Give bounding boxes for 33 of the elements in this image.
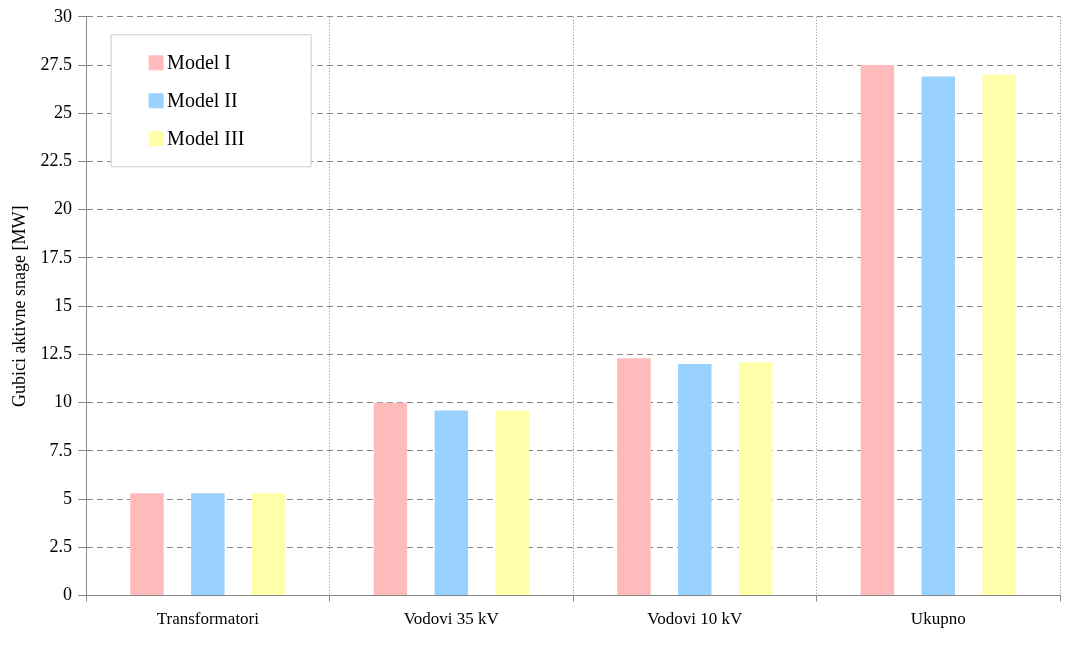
y-tick-label: 0 — [63, 584, 73, 605]
y-tick-label: 20 — [54, 198, 73, 219]
y-tick-label: 17.5 — [40, 246, 73, 267]
bar — [921, 76, 955, 596]
bar — [130, 493, 164, 596]
bar — [251, 493, 286, 596]
y-tick-label: 2.5 — [49, 536, 73, 557]
bar — [495, 410, 529, 596]
y-tick-label: 7.5 — [49, 439, 73, 460]
bar — [678, 364, 712, 596]
y-tick-label: 30 — [54, 5, 73, 26]
bar — [434, 410, 469, 596]
bar — [617, 358, 651, 596]
bar — [373, 402, 408, 596]
x-tick-label: Ukupno — [910, 609, 966, 629]
y-tick-label: 25 — [54, 102, 73, 122]
y-tick-label: 22.5 — [40, 150, 73, 171]
bar — [860, 65, 895, 596]
y-tick-label: 12.5 — [40, 343, 73, 364]
legend-label: Model I — [167, 51, 231, 74]
bar — [982, 74, 1016, 596]
x-tick-label: Vodovi 10 kV — [647, 609, 744, 629]
y-tick-label: 10 — [54, 391, 73, 412]
legend-label: Model III — [167, 127, 245, 150]
x-tick-label: Vodovi 35 kV — [403, 609, 500, 629]
x-tick-label: Transformatori — [156, 609, 260, 629]
y-axis-title: Gubici aktivne snage [MW] — [8, 205, 29, 407]
y-tick-label: 15 — [54, 294, 73, 315]
bar — [191, 493, 225, 596]
y-tick-label: 5 — [63, 487, 73, 508]
legend-label: Model II — [167, 89, 238, 112]
y-tick-label: 27.5 — [40, 53, 73, 74]
bar — [738, 362, 773, 596]
